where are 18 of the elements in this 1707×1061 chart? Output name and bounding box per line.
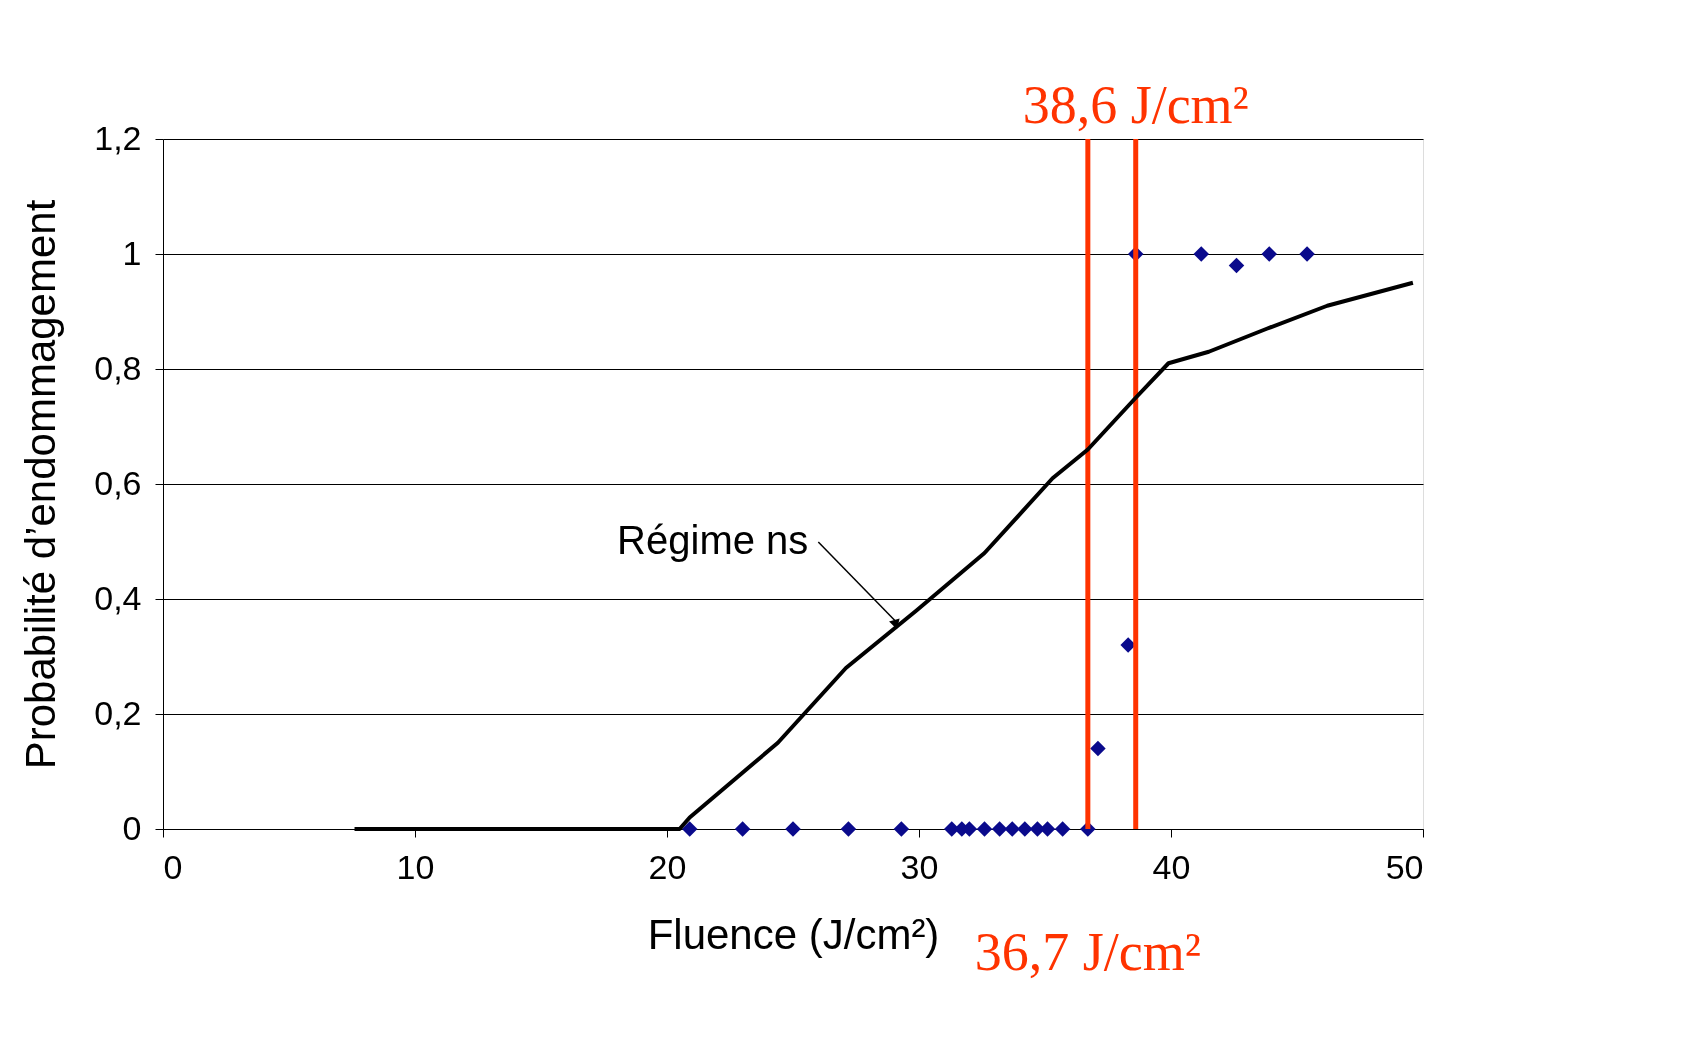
y-tick-label: 0,8 bbox=[94, 348, 142, 387]
y-axis-title: Probabilité d’endommagement bbox=[17, 199, 65, 770]
x-tick-label: 50 bbox=[1385, 847, 1424, 886]
ref-line-label: 36,7 J/cm² bbox=[974, 922, 1201, 982]
y-tick-label: 1,2 bbox=[94, 118, 142, 157]
y-tick-label: 0,6 bbox=[94, 463, 142, 502]
x-tick-label: 40 bbox=[1152, 847, 1191, 886]
annotation: Régime ns bbox=[617, 518, 809, 562]
y-tick-label: 0 bbox=[122, 808, 142, 847]
y-tick-label: 0,4 bbox=[94, 578, 142, 617]
y-tick-label: 1 bbox=[122, 233, 142, 272]
ref-line-label: 38,6 J/cm² bbox=[1022, 75, 1249, 135]
x-tick-label: 20 bbox=[648, 847, 687, 886]
y-tick-label: 0,2 bbox=[94, 693, 142, 732]
x-tick-label: 30 bbox=[900, 847, 939, 886]
x-tick-label: 0 bbox=[163, 847, 183, 886]
x-tick-label: 10 bbox=[396, 847, 435, 886]
x-axis-title: Fluence (J/cm²) bbox=[647, 910, 940, 958]
